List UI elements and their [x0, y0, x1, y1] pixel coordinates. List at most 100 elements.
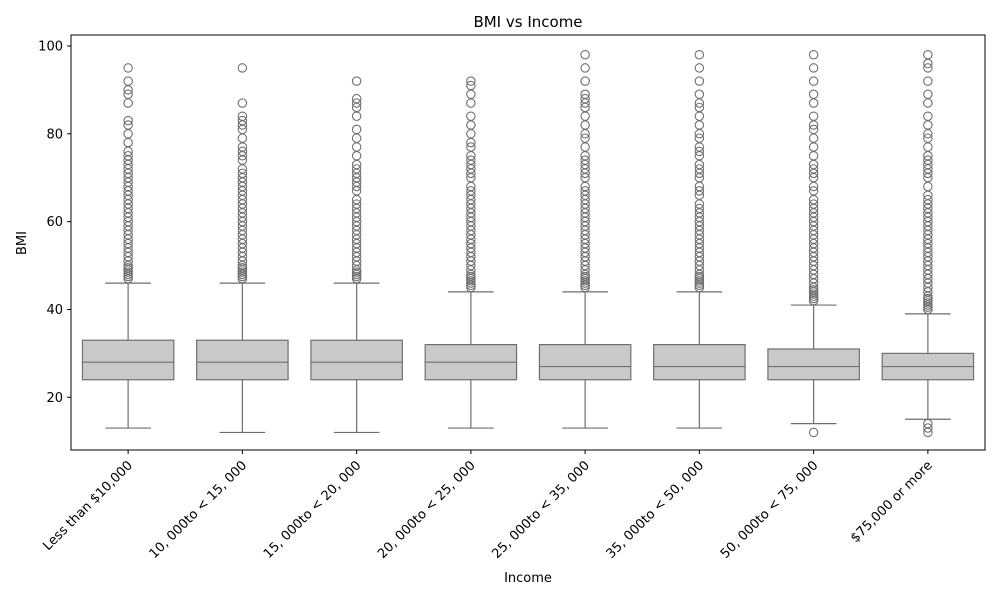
outlier-point: [466, 129, 476, 139]
outlier-point: [580, 63, 590, 73]
outlier-point: [351, 199, 362, 209]
y-tick-label: 80: [46, 127, 63, 142]
outlier-point: [923, 142, 933, 152]
outlier-point: [694, 76, 705, 86]
box-group: [653, 50, 746, 429]
box-group: [767, 50, 860, 438]
outlier-point: [808, 164, 819, 174]
outlier-point: [808, 186, 819, 196]
outlier-point: [580, 142, 590, 152]
outlier-point: [580, 186, 590, 196]
y-axis-title: BMI: [15, 231, 30, 255]
outlier-point: [808, 124, 819, 135]
outlier-point: [237, 146, 248, 157]
box-group: [81, 63, 175, 429]
outlier-point: [923, 76, 933, 86]
outlier-point: [694, 89, 705, 100]
outlier-point: [694, 120, 705, 130]
outlier-point: [808, 427, 819, 438]
outlier-point: [808, 111, 819, 121]
box-group: [881, 50, 975, 438]
outlier-point: [123, 137, 133, 148]
outlier-point: [923, 50, 933, 60]
x-tick-label: 20, 000to < 25, 000: [375, 458, 479, 562]
outlier-point: [123, 129, 133, 139]
outlier-point: [466, 111, 476, 121]
box-group: [196, 63, 289, 434]
outlier-point: [351, 164, 362, 174]
box: [81, 339, 175, 381]
outlier-point: [237, 115, 248, 126]
outlier-point: [580, 76, 590, 86]
outlier-point: [694, 146, 705, 157]
outlier-point: [923, 89, 933, 100]
outlier-point: [123, 151, 133, 161]
outlier-point: [923, 98, 933, 108]
outlier-point: [923, 120, 933, 130]
outlier-point: [923, 133, 933, 143]
box: [653, 344, 746, 381]
box: [196, 339, 289, 381]
outlier-point: [351, 151, 362, 161]
outlier-point: [237, 168, 248, 179]
outlier-point: [694, 164, 705, 174]
outlier-point: [923, 181, 933, 192]
outlier-point: [466, 89, 476, 100]
outlier-point: [466, 155, 476, 165]
outlier-point: [808, 151, 819, 161]
outlier-point: [923, 194, 933, 205]
x-tick-label: 35, 000to < 50, 000: [604, 458, 708, 562]
box-group: [538, 50, 632, 429]
outlier-point: [123, 98, 133, 108]
chart-title: BMI vs Income: [473, 13, 582, 31]
box: [538, 344, 632, 381]
box-group: [424, 76, 518, 429]
outlier-point: [237, 133, 248, 143]
outlier-point: [580, 155, 590, 165]
outlier-point: [351, 133, 362, 143]
y-tick-label: 60: [46, 215, 63, 230]
outlier-point: [808, 98, 819, 108]
outlier-point: [694, 186, 705, 196]
outlier-point: [923, 111, 933, 121]
outlier-point: [237, 63, 248, 73]
x-tick-label: 25, 000to < 35, 000: [489, 458, 593, 562]
outlier-point: [808, 50, 819, 60]
outlier-point: [351, 98, 362, 108]
outlier-point: [237, 98, 248, 108]
outlier-point: [466, 120, 476, 130]
outlier-point: [808, 89, 819, 100]
x-tick-label: Less than $10,000: [40, 458, 136, 554]
outlier-point: [923, 418, 933, 429]
outlier-point: [123, 63, 133, 73]
outlier-point: [923, 155, 933, 165]
outlier-point: [123, 89, 133, 100]
outlier-point: [237, 111, 248, 121]
box: [310, 339, 403, 381]
box: [767, 348, 860, 381]
outlier-point: [580, 93, 590, 104]
outlier-point: [466, 80, 476, 91]
outlier-point: [808, 133, 819, 143]
outlier-point: [694, 133, 705, 143]
x-tick-label: $75,000 or more: [848, 458, 936, 546]
outlier-point: [580, 111, 590, 121]
outlier-point: [923, 63, 933, 73]
outlier-point: [694, 203, 705, 214]
x-tick-label: 15, 000to < 20, 000: [261, 458, 365, 562]
outlier-point: [466, 142, 476, 152]
outlier-point: [123, 76, 133, 86]
outlier-point: [123, 115, 133, 126]
outlier-point: [694, 111, 705, 121]
outlier-point: [580, 50, 590, 60]
outlier-point: [351, 76, 362, 86]
y-tick-label: 20: [46, 391, 63, 406]
outlier-point: [466, 186, 476, 196]
y-tick-label: 100: [38, 39, 63, 54]
outlier-point: [694, 102, 705, 113]
outlier-point: [580, 89, 590, 100]
y-tick-label: 40: [46, 303, 63, 318]
plot-area-frame: [70, 34, 986, 451]
